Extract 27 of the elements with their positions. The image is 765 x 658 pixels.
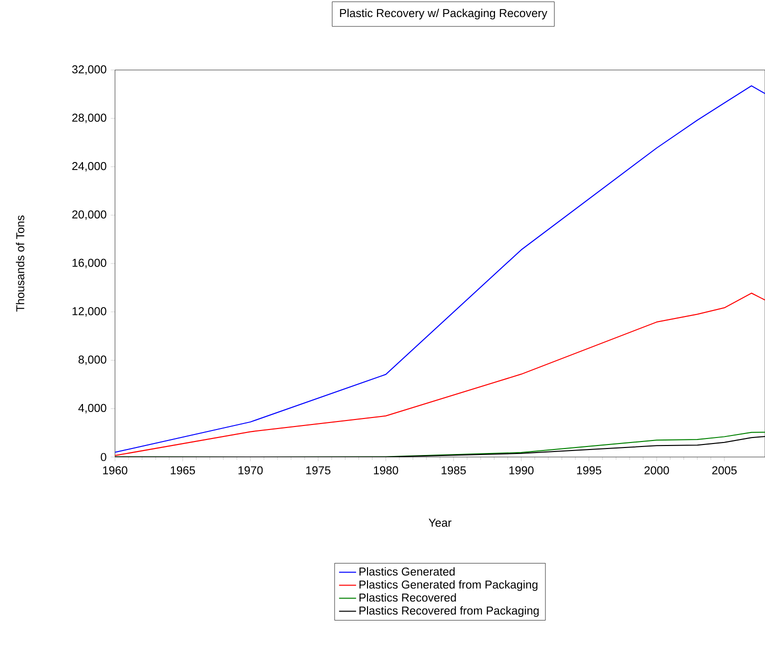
- legend-label: Plastics Recovered from Packaging: [360, 606, 539, 617]
- x-tick-label: 1970: [238, 466, 263, 474]
- legend-label: Plastics Recovered: [360, 593, 456, 602]
- y-tick-label: 32,000: [72, 65, 106, 75]
- legend-label: Plastics Generated from Packaging: [360, 580, 538, 591]
- y-tick-label: 8,000: [78, 356, 106, 365]
- x-tick-label: 1990: [509, 466, 534, 474]
- y-tick-label: 24,000: [72, 162, 106, 172]
- y-axis-title: Thousands of Tons: [16, 216, 24, 312]
- chart-title: Plastic Recovery w/ Packaging Recovery: [340, 8, 548, 20]
- y-tick-label: 16,000: [72, 258, 106, 268]
- legend-label: Plastics Generated: [360, 567, 455, 576]
- x-tick-label: 1995: [577, 466, 602, 474]
- y-tick-label: 28,000: [72, 114, 106, 124]
- x-tick-label: 2005: [712, 466, 737, 474]
- x-tick-label: 2000: [644, 466, 669, 474]
- y-tick-label: 12,000: [72, 307, 106, 317]
- x-tick-label: 1980: [374, 466, 398, 474]
- x-tick-label: 1985: [442, 466, 466, 474]
- line-series: [115, 85, 765, 453]
- y-tick-label: 0: [100, 452, 106, 462]
- x-tick-label: 1975: [306, 466, 330, 474]
- y-tick-label: 20,000: [72, 210, 106, 220]
- x-axis-title: Year: [428, 518, 452, 527]
- y-tick-label: 4,000: [78, 404, 106, 414]
- x-tick-label: 1965: [170, 466, 195, 474]
- x-tick-label: 1960: [103, 466, 128, 474]
